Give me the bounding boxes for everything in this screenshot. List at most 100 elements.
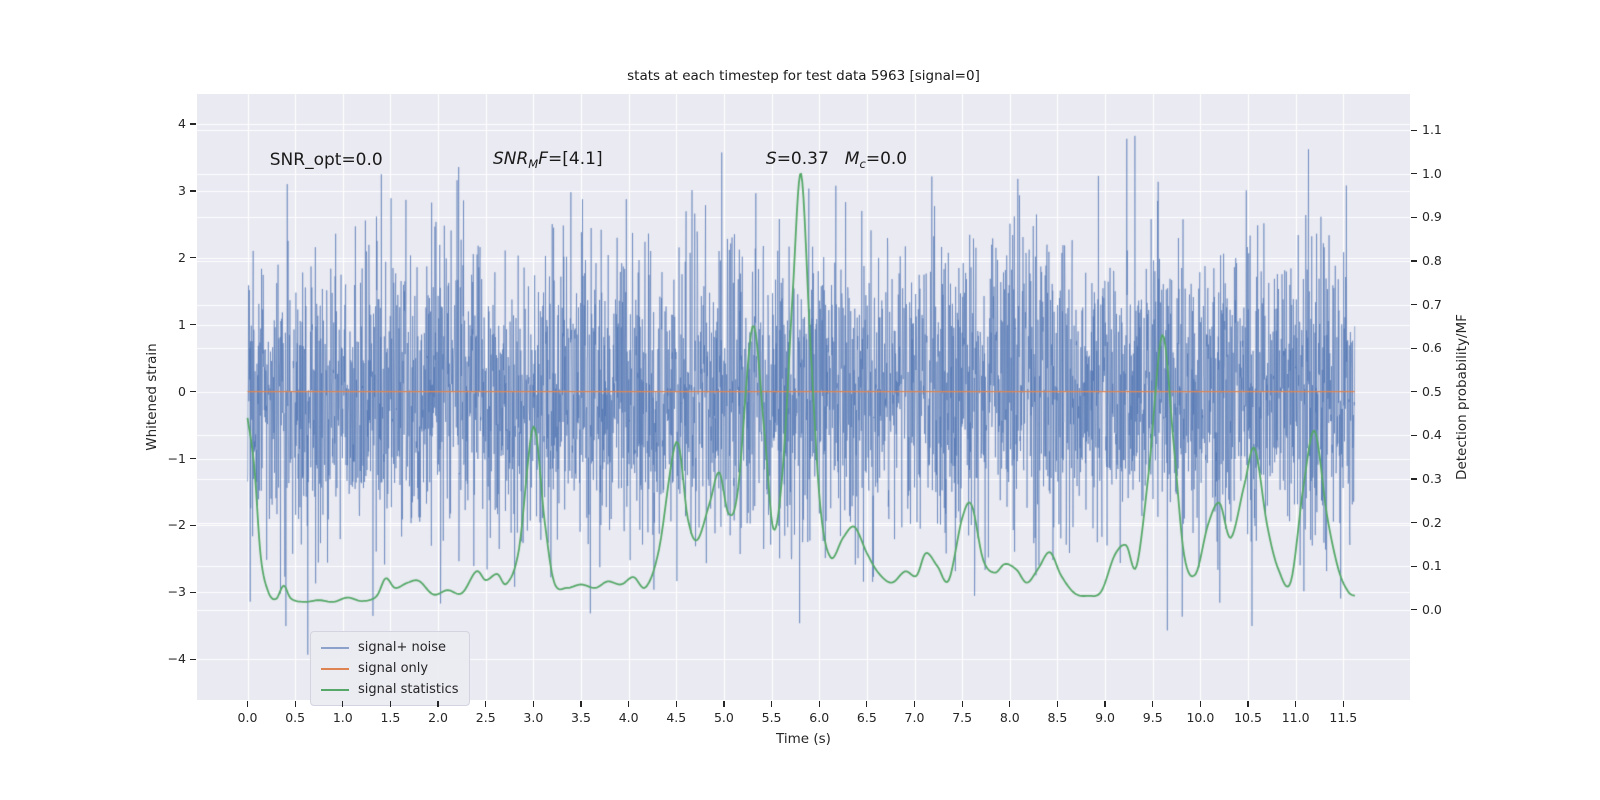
x-tick-mark [675, 701, 677, 707]
y-left-tick-mark [190, 324, 196, 326]
y-left-tick-label: −4 [167, 651, 186, 667]
annotation-text: M [844, 148, 860, 169]
plot-canvas [197, 94, 1410, 700]
x-tick-label: 4.0 [618, 710, 639, 725]
legend-item-signal-noise: signal+ noise [321, 639, 459, 656]
annotation-text: S [765, 148, 777, 169]
annotation-text: =0.37 [776, 148, 829, 169]
y-left-tick-label: −3 [167, 584, 186, 600]
y-right-tick-mark [1411, 565, 1417, 567]
annotation-text: SNR_opt=0.0 [269, 150, 383, 171]
x-tick-mark [770, 701, 773, 707]
x-tick-label: 0.0 [237, 710, 258, 725]
x-axis-label: Time (s) [776, 731, 831, 747]
plot-area: SNR_opt=0.0 SNRMF=[4.1] S=0.37 Mc=0.0 sig… [197, 94, 1410, 706]
y-right-tick-label: 0.9 [1422, 209, 1442, 225]
y-right-tick-mark [1411, 434, 1417, 436]
y-left-tick-mark [190, 123, 196, 125]
x-tick-mark [628, 701, 630, 707]
x-tick-mark [1199, 701, 1201, 707]
y-right-tick-label: 0.0 [1422, 601, 1442, 617]
annotation-stat-values: S=0.37 Mc=0.0 [766, 149, 907, 171]
y-right-tick-label: 1.1 [1422, 122, 1442, 138]
x-tick-label: 6.5 [856, 710, 877, 725]
annotation-snr-opt: SNR_opt=0.0 [270, 150, 383, 170]
x-tick-mark [961, 701, 963, 707]
y-axis-label-left: Whitened strain [144, 343, 160, 451]
x-tick-label: 1.5 [380, 710, 401, 725]
y-left-tick-mark [190, 457, 196, 460]
y-right-tick-mark [1411, 303, 1417, 306]
legend-label: signal only [358, 661, 429, 676]
x-tick-label: 5.5 [761, 710, 782, 725]
annotation-subscript: c [859, 157, 866, 172]
x-tick-mark [866, 701, 868, 707]
y-right-tick-label: 0.7 [1422, 296, 1442, 312]
x-tick-label: 8.5 [1047, 710, 1068, 725]
x-tick-mark [294, 701, 296, 707]
legend: signal+ noise signal only signal statist… [310, 631, 470, 706]
y-right-tick-label: 0.8 [1422, 252, 1442, 268]
legend-line-green [321, 688, 349, 691]
legend-line-orange [321, 667, 349, 670]
y-right-tick-mark [1411, 521, 1417, 524]
x-tick-label: 5.0 [713, 710, 734, 725]
x-tick-label: 2.5 [475, 710, 496, 725]
x-tick-label: 4.5 [666, 710, 687, 725]
x-tick-label: 6.0 [809, 710, 830, 725]
annotation-text: F [538, 148, 549, 169]
x-tick-mark [913, 701, 916, 707]
x-tick-label: 1.0 [332, 710, 353, 725]
x-tick-mark [1247, 701, 1249, 707]
y-right-tick-mark [1411, 260, 1417, 262]
annotation-text: SNR [492, 148, 529, 169]
x-tick-label: 3.0 [523, 710, 544, 725]
y-right-tick-label: 0.2 [1422, 514, 1442, 530]
annotation-text: =[4.1] [548, 148, 603, 169]
x-tick-label: 3.5 [571, 710, 591, 725]
y-right-tick-mark [1411, 391, 1417, 393]
y-left-tick-mark [190, 658, 196, 660]
legend-item-signal-statistics: signal statistics [321, 681, 459, 698]
y-right-tick-label: 0.1 [1422, 558, 1442, 574]
legend-item-signal-only: signal only [321, 660, 459, 677]
x-tick-mark [1009, 701, 1011, 707]
x-tick-mark [1342, 701, 1344, 707]
y-right-tick-label: 0.4 [1422, 427, 1442, 443]
x-tick-label: 7.5 [952, 710, 973, 725]
annotation-text: =0.0 [865, 148, 908, 169]
x-tick-label: 8.0 [999, 710, 1020, 725]
x-tick-label: 11.0 [1281, 710, 1310, 725]
y-left-tick-label: 3 [178, 182, 186, 198]
y-right-tick-label: 1.0 [1422, 165, 1442, 181]
annotation-subscript: M [528, 157, 539, 172]
x-tick-label: 10.0 [1186, 710, 1215, 725]
y-right-tick-mark [1411, 478, 1417, 480]
x-tick-label: 0.5 [285, 710, 306, 725]
y-left-tick-label: −2 [167, 517, 186, 533]
y-left-tick-mark [190, 257, 196, 259]
x-tick-mark [1295, 701, 1297, 707]
y-right-tick-mark [1411, 216, 1417, 218]
x-tick-mark [1152, 701, 1154, 707]
x-tick-label: 11.5 [1329, 710, 1358, 725]
x-tick-label: 7.0 [904, 710, 925, 725]
y-left-tick-label: 4 [178, 116, 186, 132]
y-left-tick-label: −1 [167, 450, 186, 466]
x-tick-mark [723, 701, 725, 707]
x-tick-label: 9.0 [1095, 710, 1116, 725]
y-left-tick-mark [190, 524, 196, 526]
legend-line-blue [321, 646, 349, 649]
y-left-tick-label: 2 [178, 249, 186, 265]
y-left-tick-mark [190, 591, 196, 593]
x-tick-mark [485, 701, 487, 707]
y-right-tick-label: 0.6 [1422, 340, 1442, 356]
y-axis-label-right: Detection probability/MF [1454, 314, 1470, 480]
y-left-tick-mark [190, 190, 196, 192]
y-right-tick-mark [1411, 173, 1417, 175]
y-right-tick-mark [1411, 129, 1417, 131]
y-left-tick-mark [190, 391, 196, 393]
x-tick-mark [818, 701, 820, 707]
legend-label: signal statistics [358, 682, 459, 697]
